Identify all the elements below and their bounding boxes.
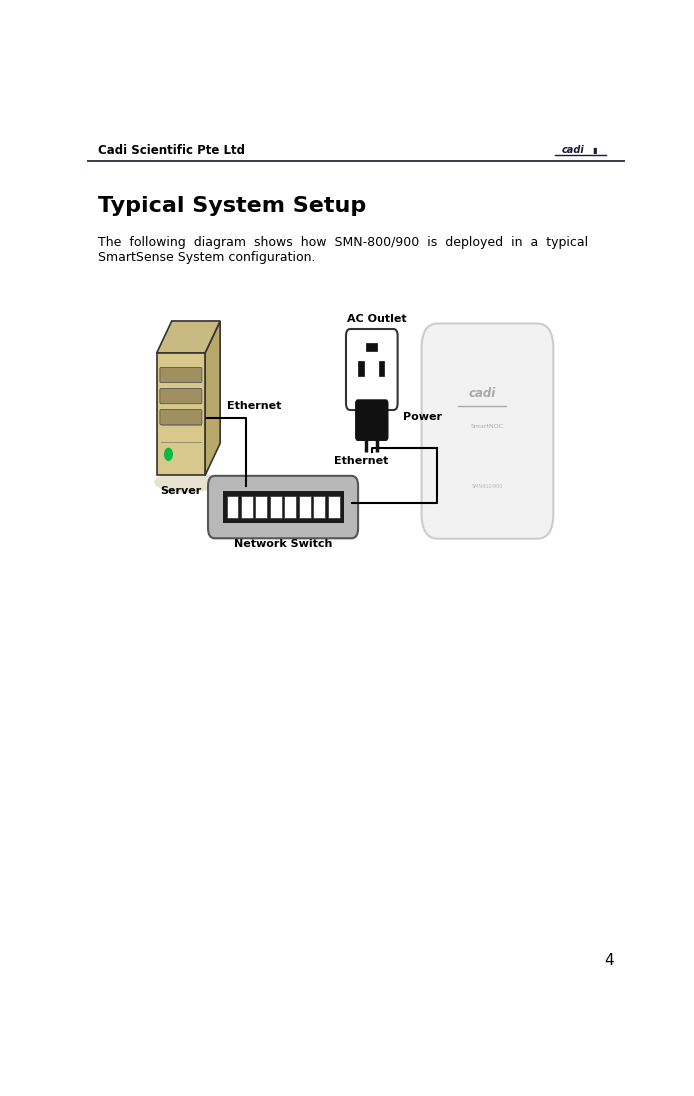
FancyBboxPatch shape [366,342,378,351]
Text: Power: Power [403,412,442,422]
FancyBboxPatch shape [241,496,253,518]
FancyBboxPatch shape [208,476,358,538]
Text: Typical System Setup: Typical System Setup [97,196,366,216]
Text: Ethernet: Ethernet [335,456,389,466]
FancyBboxPatch shape [255,496,267,518]
Text: cadi: cadi [468,387,496,400]
FancyBboxPatch shape [328,496,339,518]
Text: cadi: cadi [561,145,584,156]
Text: AC Outlet: AC Outlet [348,313,407,324]
Polygon shape [205,321,220,476]
FancyBboxPatch shape [160,367,202,383]
FancyBboxPatch shape [421,323,553,539]
Text: Server: Server [160,486,201,496]
FancyBboxPatch shape [226,496,239,518]
Text: Ethernet: Ethernet [226,401,281,411]
FancyBboxPatch shape [299,496,311,518]
FancyBboxPatch shape [358,361,364,376]
Text: SMN800/900: SMN800/900 [472,483,503,489]
Text: SmartSense System configuration.: SmartSense System configuration. [97,251,315,264]
FancyBboxPatch shape [285,496,296,518]
Text: Network Switch: Network Switch [234,539,332,549]
Text: ▮: ▮ [593,146,597,155]
FancyBboxPatch shape [160,410,202,425]
FancyBboxPatch shape [160,388,202,403]
Text: Cadi Scientific Pte Ltd: Cadi Scientific Pte Ltd [97,144,244,157]
Text: 4: 4 [604,952,613,968]
FancyBboxPatch shape [355,400,388,441]
FancyBboxPatch shape [379,361,384,376]
Ellipse shape [154,471,219,493]
FancyBboxPatch shape [270,496,282,518]
FancyBboxPatch shape [313,496,325,518]
Polygon shape [157,321,220,353]
Text: SmartNOC: SmartNOC [471,424,504,430]
Text: The  following  diagram  shows  how  SMN-800/900  is  deployed  in  a  typical: The following diagram shows how SMN-800/… [97,236,588,249]
FancyBboxPatch shape [157,353,205,476]
FancyBboxPatch shape [346,329,398,410]
FancyBboxPatch shape [223,491,344,523]
Circle shape [164,448,172,460]
